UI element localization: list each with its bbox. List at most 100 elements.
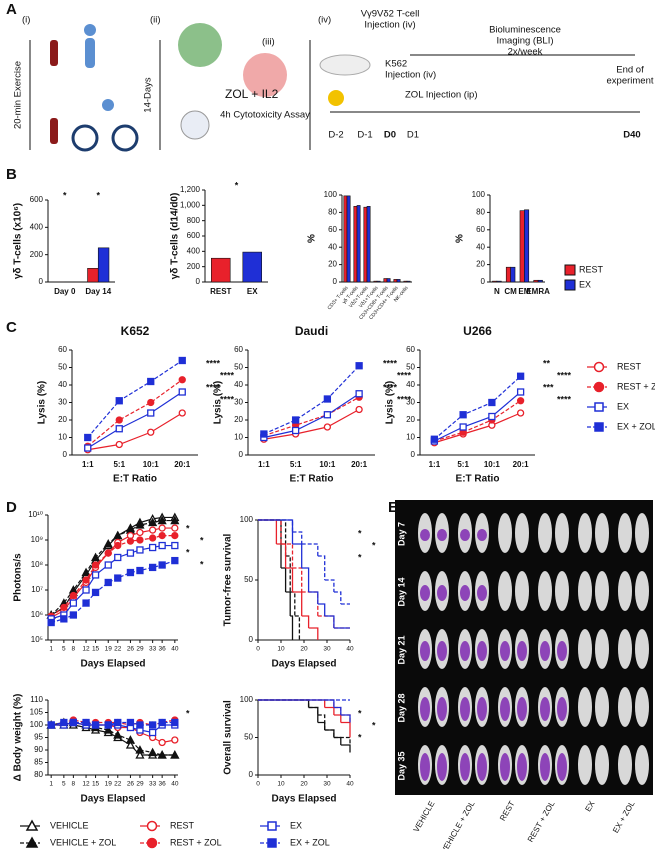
x-tick-label: 22 <box>114 646 122 653</box>
x-tick-label: 20 <box>300 646 308 653</box>
bar <box>343 195 348 283</box>
series-line <box>87 360 183 438</box>
bli-signal <box>557 641 567 661</box>
marker <box>126 549 135 557</box>
x-tick-label: 19 <box>105 646 113 653</box>
bar <box>97 247 110 283</box>
significance: * <box>372 720 376 730</box>
marker <box>147 377 155 386</box>
significance: **** <box>557 370 572 380</box>
y-tick-label: 50 <box>406 363 415 372</box>
series-line <box>87 412 183 451</box>
survival-step <box>290 615 294 640</box>
legend-marker <box>594 422 604 432</box>
bli-signal <box>420 585 430 601</box>
survival-step <box>258 699 310 708</box>
survival-step <box>333 736 342 745</box>
marker <box>82 586 90 594</box>
series-line <box>434 412 521 444</box>
marker <box>291 416 300 424</box>
bli-signal <box>477 697 487 721</box>
timeline-label: D40 <box>623 130 640 141</box>
bar <box>524 209 530 283</box>
significance: * <box>358 528 362 538</box>
diagram-text: Injection (iv) <box>385 70 436 81</box>
mouse-image <box>618 629 632 669</box>
column-label: VEHICLE <box>412 800 437 834</box>
marker <box>171 531 179 540</box>
marker <box>136 721 144 729</box>
radiation-icon <box>328 90 344 106</box>
y-tick-label: 0 <box>249 635 254 644</box>
survival-step <box>294 615 301 640</box>
y-tick-label: 600 <box>187 231 201 240</box>
y-axis-label: Overall survival <box>223 700 234 775</box>
marker <box>136 546 144 554</box>
panel-label: B <box>6 166 17 183</box>
x-tick-label: 5:1 <box>290 460 302 469</box>
y-tick-label: 40 <box>328 242 337 251</box>
bar <box>353 206 358 283</box>
mouse-image <box>635 513 649 553</box>
bli-signal <box>437 697 447 721</box>
survival-step <box>258 519 294 544</box>
legend-label: EX <box>290 820 302 830</box>
bar <box>87 268 99 283</box>
survival-step <box>324 706 335 715</box>
y-tick-label: 105 <box>30 708 44 717</box>
marker <box>178 409 186 417</box>
x-axis-label: Days Elapsed <box>271 659 336 670</box>
y-tick-label: 100 <box>472 190 486 199</box>
significance: **** <box>397 370 412 380</box>
bar <box>496 280 502 283</box>
marker <box>158 531 166 540</box>
mouse-icon <box>319 54 371 76</box>
bli-signal <box>420 697 430 721</box>
survival-step <box>301 567 310 592</box>
row-label: Day 28 <box>396 693 406 722</box>
significance: **** <box>397 394 412 404</box>
diagram-text: 4h Cytotoxicity Assay <box>220 110 310 121</box>
y-tick-label: 20 <box>58 415 67 424</box>
survival-step <box>281 543 294 568</box>
marker <box>125 740 136 749</box>
y-tick-label: 40 <box>58 380 67 389</box>
x-tick-label: 20:1 <box>174 460 191 469</box>
bli-signal <box>517 641 527 661</box>
survival-step <box>281 567 287 592</box>
diagram-text: 14-Days <box>143 77 154 113</box>
bar <box>519 210 525 283</box>
x-tick-label: 12 <box>82 781 90 788</box>
bli-signal <box>500 753 510 781</box>
x-tick-label: 36 <box>159 646 167 653</box>
mouse-image <box>578 629 592 669</box>
bli-signal <box>437 585 447 601</box>
marker <box>114 574 122 582</box>
x-axis-label: Days Elapsed <box>80 659 145 670</box>
series-line <box>263 408 360 440</box>
diagram-text: Vγ9Vδ2 T-cell <box>361 9 420 20</box>
bar <box>533 279 539 283</box>
significance: *** <box>543 382 554 392</box>
marker <box>516 397 525 405</box>
axis-line <box>257 520 350 641</box>
legend-label: EX + ZOL <box>290 837 330 847</box>
marker <box>459 423 467 431</box>
person-icon <box>102 99 114 111</box>
x-tick-label: 33 <box>149 781 157 788</box>
marker <box>516 388 525 396</box>
significance: **** <box>206 358 221 368</box>
bar <box>537 279 543 283</box>
survival-step <box>324 729 335 738</box>
series-line <box>50 544 175 620</box>
y-tick-label: 100 <box>324 190 338 199</box>
marker <box>60 603 68 612</box>
legend-label: VEHICLE <box>50 820 89 830</box>
bar <box>396 279 401 283</box>
mouse-image <box>635 571 649 611</box>
mouse-image <box>595 745 609 785</box>
mouse-image <box>595 629 609 669</box>
x-tick-label: EX <box>247 287 258 296</box>
survival-step <box>258 699 310 708</box>
survival-step <box>292 543 303 568</box>
